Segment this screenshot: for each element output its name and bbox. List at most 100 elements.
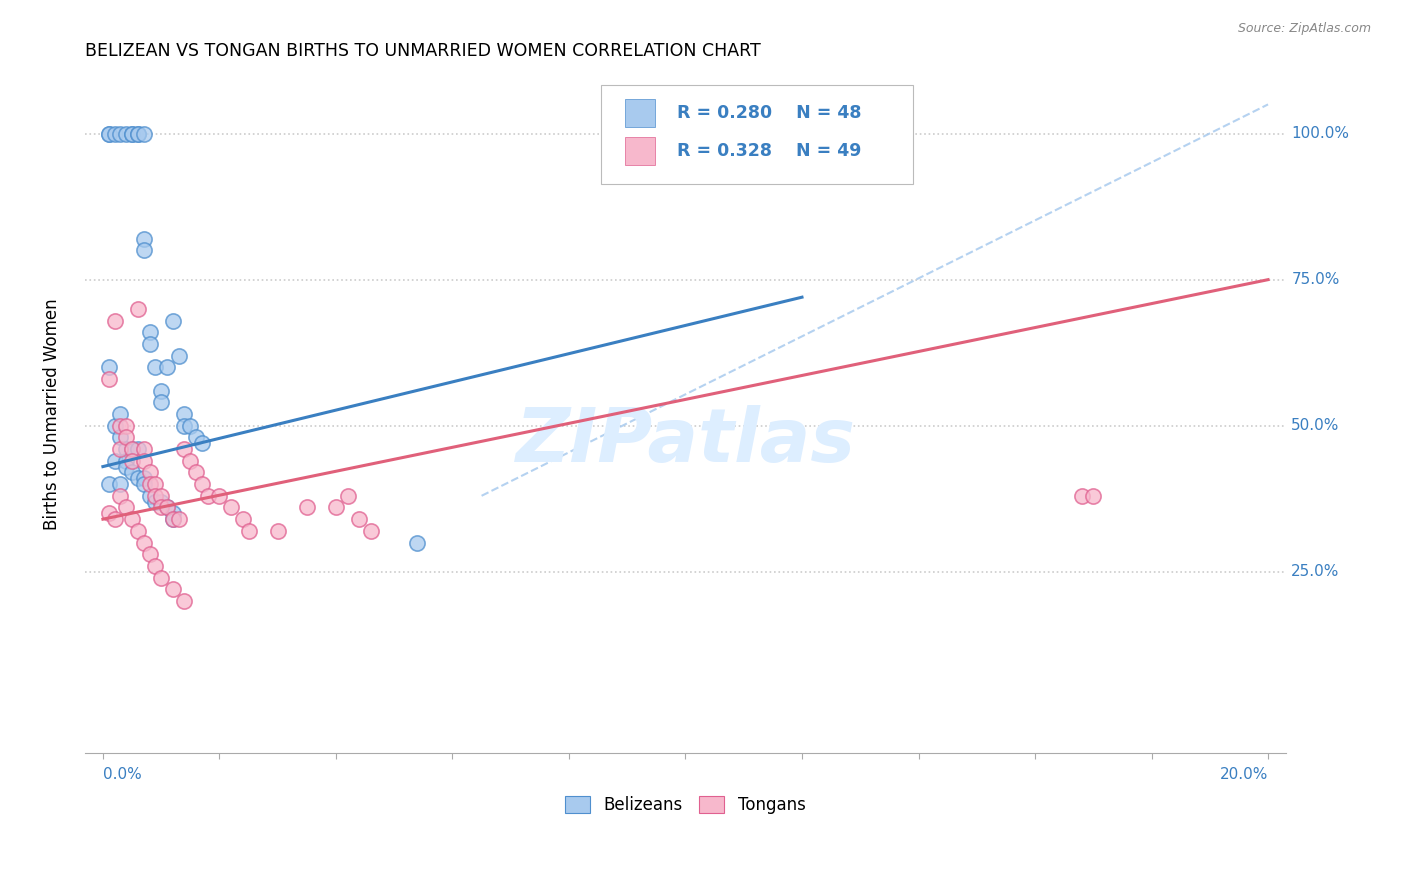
Point: [110, 127, 132, 141]
Point: [97, 127, 120, 141]
Point: [138, 489, 160, 503]
Text: 75.0%: 75.0%: [1291, 272, 1340, 287]
Point: [325, 500, 347, 515]
Point: [110, 418, 132, 433]
Point: [150, 500, 173, 515]
Point: [115, 442, 138, 456]
Point: [266, 524, 288, 538]
Point: [115, 430, 138, 444]
Text: BELIZEAN VS TONGAN BIRTHS TO UNMARRIED WOMEN CORRELATION CHART: BELIZEAN VS TONGAN BIRTHS TO UNMARRIED W…: [86, 42, 761, 60]
Point: [143, 489, 166, 503]
Point: [115, 418, 138, 433]
Point: [162, 582, 184, 597]
Point: [336, 489, 359, 503]
Point: [138, 337, 160, 351]
Point: [127, 301, 149, 316]
Point: [132, 535, 155, 549]
Point: [115, 459, 138, 474]
Legend: Belizeans, Tongans: Belizeans, Tongans: [557, 788, 814, 822]
Text: 0.0%: 0.0%: [103, 767, 142, 782]
Point: [143, 360, 166, 375]
Point: [103, 454, 125, 468]
Point: [103, 313, 125, 327]
Point: [173, 418, 195, 433]
Point: [97, 372, 120, 386]
Point: [127, 127, 149, 141]
Point: [138, 325, 160, 339]
Point: [143, 477, 166, 491]
Point: [150, 489, 173, 503]
Point: [179, 454, 201, 468]
Point: [103, 127, 125, 141]
Point: [132, 442, 155, 456]
Point: [132, 454, 155, 468]
Point: [173, 442, 195, 456]
Point: [110, 430, 132, 444]
Point: [110, 477, 132, 491]
Point: [97, 477, 120, 491]
FancyBboxPatch shape: [626, 136, 655, 165]
Point: [97, 360, 120, 375]
Point: [121, 127, 143, 141]
Point: [121, 442, 143, 456]
Point: [121, 466, 143, 480]
Text: 50.0%: 50.0%: [1291, 418, 1340, 434]
Point: [156, 500, 179, 515]
Point: [219, 500, 242, 515]
Point: [127, 524, 149, 538]
Text: Source: ZipAtlas.com: Source: ZipAtlas.com: [1237, 22, 1371, 36]
Point: [103, 418, 125, 433]
Point: [162, 506, 184, 520]
Point: [156, 360, 179, 375]
Text: R = 0.328    N = 49: R = 0.328 N = 49: [678, 142, 862, 160]
Text: 20.0%: 20.0%: [1219, 767, 1268, 782]
Point: [110, 407, 132, 421]
Point: [150, 494, 173, 508]
Point: [156, 500, 179, 515]
Point: [97, 127, 120, 141]
Point: [232, 512, 254, 526]
Point: [121, 512, 143, 526]
Text: 100.0%: 100.0%: [1291, 126, 1350, 141]
Point: [295, 500, 318, 515]
Point: [360, 524, 382, 538]
Point: [143, 494, 166, 508]
Point: [191, 477, 214, 491]
Point: [143, 558, 166, 573]
Point: [110, 442, 132, 456]
Point: [115, 500, 138, 515]
Point: [406, 535, 429, 549]
Point: [115, 127, 138, 141]
Point: [103, 512, 125, 526]
Text: R = 0.280    N = 48: R = 0.280 N = 48: [678, 104, 862, 122]
Point: [1070, 489, 1092, 503]
Point: [138, 466, 160, 480]
Point: [110, 489, 132, 503]
Point: [1083, 489, 1105, 503]
Point: [162, 512, 184, 526]
Y-axis label: Births to Unmarried Women: Births to Unmarried Women: [44, 298, 60, 530]
Point: [97, 506, 120, 520]
Text: ZIPatlas: ZIPatlas: [516, 405, 855, 477]
Point: [184, 466, 207, 480]
Point: [349, 512, 371, 526]
Point: [115, 454, 138, 468]
Point: [132, 244, 155, 258]
Point: [127, 442, 149, 456]
Point: [197, 489, 219, 503]
Point: [132, 471, 155, 485]
Point: [138, 477, 160, 491]
Point: [238, 524, 260, 538]
Point: [121, 442, 143, 456]
Text: 25.0%: 25.0%: [1291, 565, 1340, 579]
Point: [132, 477, 155, 491]
Point: [162, 313, 184, 327]
Point: [191, 436, 214, 450]
Point: [173, 407, 195, 421]
Point: [132, 127, 155, 141]
Point: [132, 232, 155, 246]
Point: [208, 489, 231, 503]
Point: [184, 430, 207, 444]
Point: [173, 594, 195, 608]
Point: [138, 547, 160, 561]
